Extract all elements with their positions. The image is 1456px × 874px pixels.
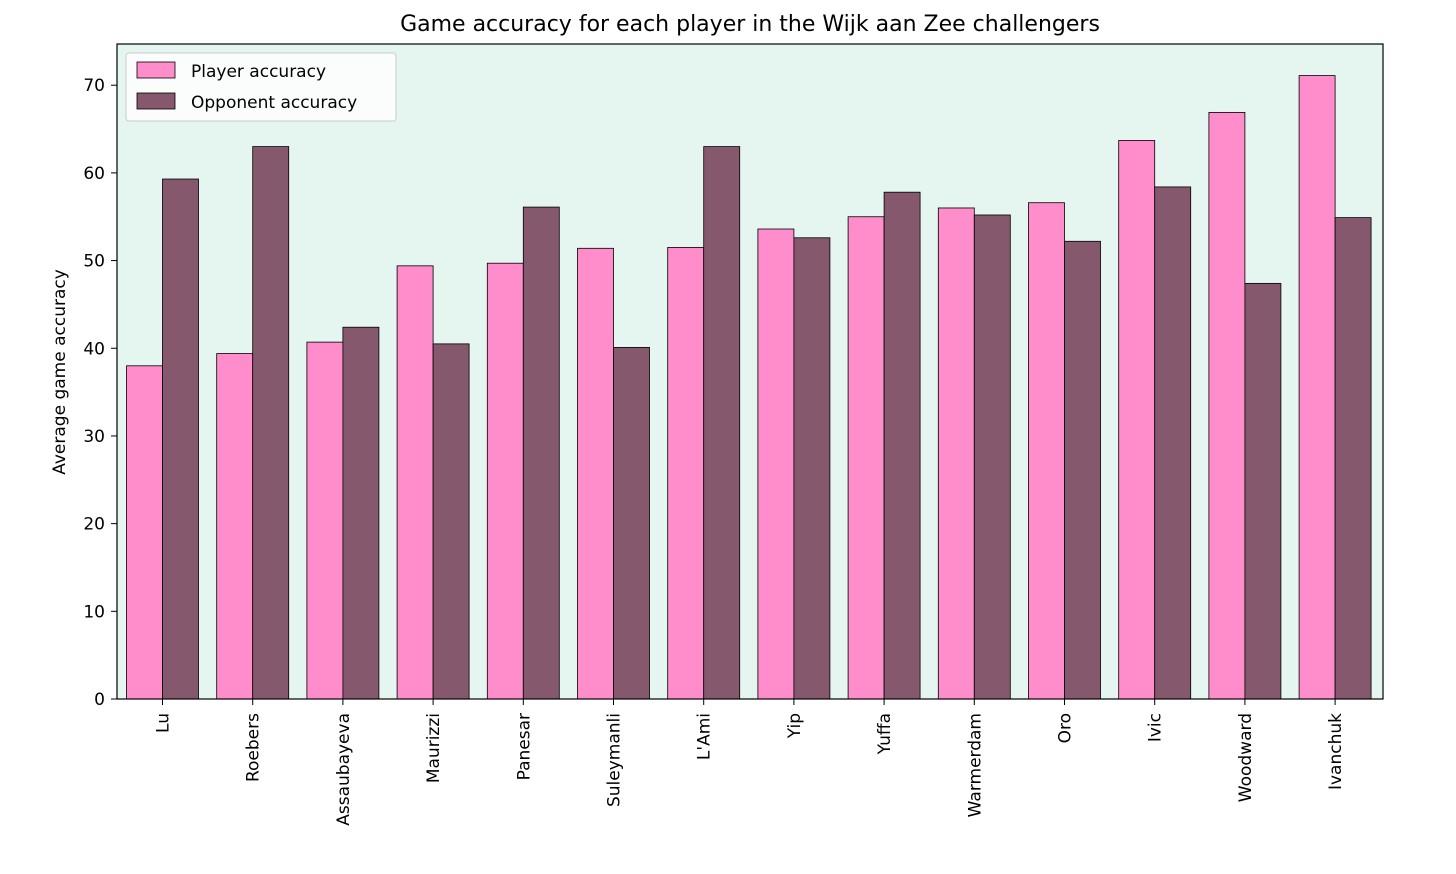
x-tick-label-warmerdam: Warmerdam bbox=[965, 713, 985, 817]
bar-opponent-accuracy-maurizzi bbox=[432, 343, 470, 700]
x-tick-label-oro: Oro bbox=[1056, 713, 1076, 743]
x-tick-label-ivanchuk: Ivanchuk bbox=[1326, 713, 1346, 790]
y-axis: 0 10 20 30 40 50 60 70 bbox=[83, 76, 117, 710]
bar-player-accuracy-woodward bbox=[1208, 111, 1246, 700]
bar-player-accuracy-ivanchuk bbox=[1298, 75, 1336, 700]
x-tick-label-yuffa: Yuffa bbox=[875, 713, 895, 755]
legend-swatch-player-accuracy bbox=[136, 61, 176, 79]
bars-group bbox=[126, 75, 1372, 700]
x-tick-label-yip: Yip bbox=[785, 713, 805, 739]
x-tick-label-lu: Lu bbox=[154, 713, 174, 733]
legend: Player accuracy Opponent accuracy bbox=[125, 52, 397, 122]
bar-opponent-accuracy-lu bbox=[162, 178, 199, 700]
chart-title: Game accuracy for each player in the Wij… bbox=[400, 12, 1100, 37]
bar-player-accuracy-lu bbox=[126, 365, 163, 700]
bar-opponent-accuracy-suleymanli bbox=[613, 346, 650, 700]
bar-player-accuracy-l-ami bbox=[667, 247, 705, 700]
legend-label-player-accuracy: Player accuracy bbox=[191, 62, 326, 82]
bar-player-accuracy-oro bbox=[1028, 202, 1065, 700]
bar-opponent-accuracy-ivic bbox=[1154, 186, 1192, 700]
bar-player-accuracy-panesar bbox=[486, 262, 524, 700]
y-axis-label: Average game accuracy bbox=[50, 269, 70, 475]
x-tick-label-maurizzi: Maurizzi bbox=[424, 713, 444, 783]
bar-opponent-accuracy-yuffa bbox=[883, 191, 921, 700]
y-tick-label-0: 0 bbox=[94, 690, 105, 710]
y-tick-label-10: 10 bbox=[83, 602, 105, 622]
bar-player-accuracy-yip bbox=[757, 228, 795, 700]
legend-swatch-opponent-accuracy bbox=[136, 92, 176, 110]
bar-player-accuracy-warmerdam bbox=[937, 207, 975, 700]
x-axis: Lu Roebers Assaubayeva Maurizzi Panesar Suley… bbox=[154, 699, 1346, 826]
x-tick-label-woodward: Woodward bbox=[1236, 713, 1256, 802]
bar-opponent-accuracy-roebers bbox=[252, 146, 290, 700]
bar-opponent-accuracy-yip bbox=[793, 237, 831, 700]
x-tick-label-assaubayeva: Assaubayeva bbox=[334, 713, 354, 826]
x-tick-label-roebers: Roebers bbox=[244, 713, 264, 782]
bar-opponent-accuracy-panesar bbox=[522, 206, 560, 700]
x-tick-label-suleymanli: Suleymanli bbox=[605, 713, 625, 807]
y-tick-label-30: 30 bbox=[83, 427, 105, 447]
bar-player-accuracy-assaubayeva bbox=[306, 341, 344, 700]
x-tick-label-ivic: Ivic bbox=[1146, 713, 1166, 742]
bar-player-accuracy-roebers bbox=[216, 353, 254, 700]
y-tick-label-70: 70 bbox=[83, 76, 105, 96]
x-tick-label-panesar: Panesar bbox=[514, 713, 534, 780]
legend-label-opponent-accuracy: Opponent accuracy bbox=[191, 93, 357, 113]
bar-opponent-accuracy-ivanchuk bbox=[1334, 217, 1372, 700]
bar-player-accuracy-maurizzi bbox=[396, 265, 434, 700]
bar-player-accuracy-suleymanli bbox=[577, 247, 614, 700]
y-tick-label-40: 40 bbox=[83, 339, 105, 359]
bar-player-accuracy-ivic bbox=[1118, 140, 1156, 700]
plot-frame bbox=[116, 43, 1384, 700]
bar-opponent-accuracy-warmerdam bbox=[973, 214, 1011, 700]
bar-opponent-accuracy-l-ami bbox=[703, 146, 741, 700]
bar-opponent-accuracy-assaubayeva bbox=[342, 326, 380, 700]
bar-opponent-accuracy-oro bbox=[1064, 240, 1101, 700]
bar-opponent-accuracy-woodward bbox=[1244, 282, 1282, 700]
y-tick-label-20: 20 bbox=[83, 515, 105, 535]
y-tick-label-60: 60 bbox=[83, 164, 105, 184]
bar-player-accuracy-yuffa bbox=[847, 216, 885, 700]
y-tick-label-50: 50 bbox=[83, 252, 105, 272]
x-tick-label-l-ami: L'Ami bbox=[695, 713, 715, 760]
